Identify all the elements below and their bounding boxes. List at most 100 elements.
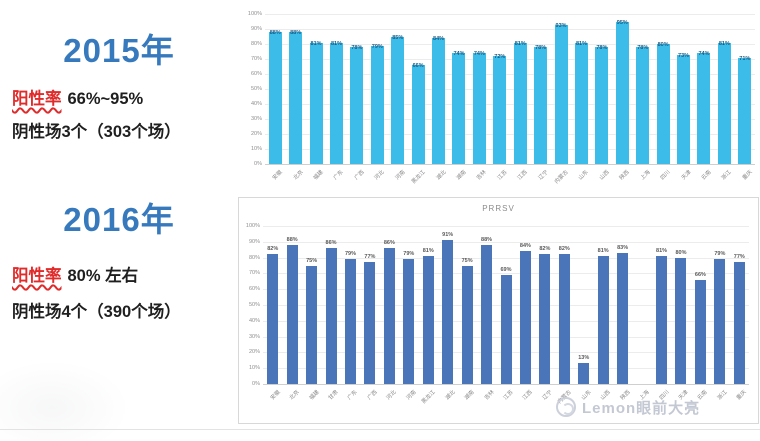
bar — [578, 363, 590, 384]
x-tick-label: 湖南 — [455, 169, 468, 182]
y-tick-label: 50% — [248, 302, 260, 308]
bar-value-label: 66% — [694, 271, 706, 278]
gridline — [265, 104, 755, 105]
x-tick-label: 陕西 — [618, 169, 631, 182]
watermark-text: Lemon眼前大亮 — [582, 399, 701, 417]
bar — [481, 244, 493, 384]
bar — [500, 274, 512, 384]
heading-2016: 2016年 — [63, 201, 175, 238]
bar — [636, 47, 650, 164]
bar-value-label: 84% — [519, 243, 531, 250]
bar — [411, 65, 425, 164]
y-tick-label: 60% — [248, 286, 260, 293]
x-tick-label: 重庆 — [741, 169, 754, 182]
bar-value-label: 81% — [718, 40, 730, 47]
gridline — [265, 119, 755, 120]
gridline — [263, 241, 749, 243]
bar-value-label: 85% — [392, 34, 404, 41]
bar — [268, 32, 282, 164]
y-tick-label: 90% — [248, 238, 260, 245]
bar-value-label: 82% — [539, 246, 551, 253]
bar — [656, 256, 668, 384]
bar-value-label: 81% — [575, 40, 587, 47]
bar-value-label: 82% — [558, 246, 570, 253]
bar — [350, 47, 364, 164]
bar-value-label: 79% — [714, 251, 726, 258]
x-tick-label: 山西 — [598, 169, 611, 182]
bar-value-label: 91% — [442, 232, 454, 239]
bar — [289, 32, 303, 164]
bar — [286, 244, 298, 384]
bar-value-label: 80% — [657, 42, 669, 48]
bar — [461, 265, 473, 384]
bar-value-label: 74% — [453, 51, 465, 57]
x-tick-label: 湖北 — [444, 389, 457, 402]
bar-value-label: 86% — [325, 240, 337, 247]
bar — [344, 259, 356, 384]
gridline — [265, 89, 755, 90]
x-tick-label: 河南 — [394, 169, 407, 182]
bar-value-label: 83% — [617, 244, 629, 251]
x-tick-label: 北京 — [292, 169, 305, 182]
x-tick-label: 广西 — [366, 389, 379, 402]
x-axis-line — [263, 384, 749, 385]
y-tick-label: 70% — [250, 56, 262, 62]
y-tick-label: 100% — [245, 223, 260, 229]
bar — [383, 248, 395, 384]
bar-value-label: 81% — [514, 40, 526, 47]
x-tick-label: 北京 — [288, 389, 301, 402]
bar-value-label: 95% — [616, 19, 628, 26]
positive-rate-2015: 阳性率 66%~95% — [12, 85, 238, 109]
bar — [267, 254, 279, 384]
bar-value-label: 88% — [481, 236, 493, 243]
x-tick-label: 云南 — [700, 169, 713, 182]
bar — [493, 56, 507, 164]
x-tick-label: 吉林 — [476, 169, 489, 182]
gridline — [263, 257, 749, 259]
y-tick-label: 0% — [254, 161, 262, 167]
bar-value-label: 77% — [733, 254, 745, 261]
bar-value-label: 79% — [371, 43, 383, 50]
positive-rate-label-2016: 阳性率 — [12, 267, 62, 285]
bar — [370, 45, 384, 164]
bar-value-label: 69% — [500, 266, 512, 273]
x-tick-label: 广西 — [353, 169, 366, 182]
bar — [364, 262, 376, 384]
bar-value-label: 13% — [578, 355, 590, 362]
y-tick-label: 80% — [248, 254, 260, 261]
bar — [617, 252, 629, 384]
bar-value-label: 86% — [383, 240, 395, 247]
bar-value-label: 74% — [473, 51, 485, 57]
bar-value-label: 93% — [555, 22, 567, 29]
x-tick-label: 江西 — [522, 389, 535, 402]
bar-value-label: 81% — [656, 248, 668, 255]
bar — [391, 36, 405, 164]
y-tick-label: 30% — [250, 116, 262, 122]
x-tick-label: 江苏 — [496, 169, 509, 182]
bar — [325, 248, 337, 384]
chart-title-prrsv: PRRSV — [482, 204, 515, 213]
y-tick-label: 10% — [250, 146, 262, 152]
bar — [697, 53, 711, 164]
bar-value-label: 80% — [675, 249, 687, 256]
gridline — [265, 44, 755, 45]
bar — [733, 262, 745, 384]
x-tick-label: 浙江 — [716, 389, 729, 402]
x-tick-label: 江西 — [516, 169, 529, 182]
x-tick-label: 黑龙江 — [410, 169, 427, 186]
bar — [738, 57, 752, 164]
x-tick-label: 辽宁 — [541, 389, 554, 402]
positive-rate-label-2015: 阳性率 — [12, 90, 62, 108]
bar-value-label: 81% — [422, 248, 434, 255]
chart-2015-prrsv: 0% 10% 20% 30% 40% 50% 60% 70% 80% 90% 100% 88% 安徽 88… — [240, 0, 760, 196]
bar — [597, 256, 609, 384]
bar-value-label: 88% — [286, 236, 298, 243]
bar-value-label: 74% — [698, 51, 710, 57]
x-tick-label: 安徽 — [271, 169, 284, 182]
x-tick-label: 安徽 — [269, 389, 282, 402]
gridline — [265, 29, 755, 30]
x-tick-label: 河南 — [405, 389, 418, 402]
bar-value-label: 77% — [364, 254, 376, 261]
bar — [656, 44, 670, 164]
